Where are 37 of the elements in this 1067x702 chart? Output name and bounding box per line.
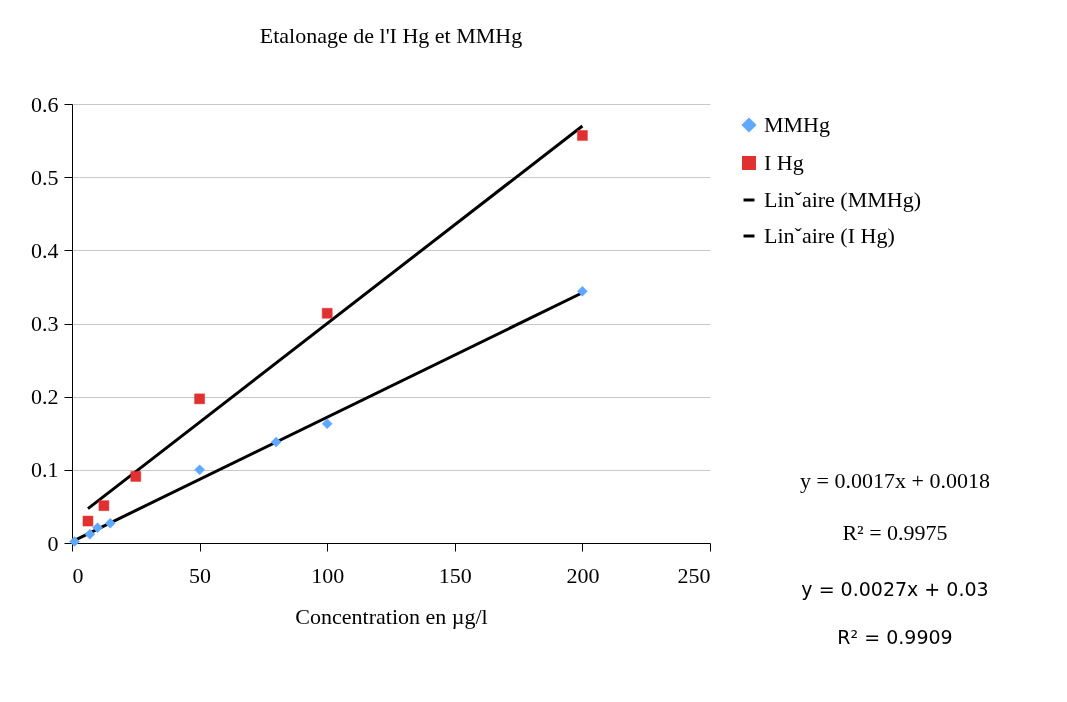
x-tick-label: 100 <box>311 562 345 588</box>
x-tick-label: 250 <box>677 562 711 588</box>
point <box>577 130 588 141</box>
legend-label: Linˇaire (MMHg) <box>764 187 922 212</box>
point <box>130 471 142 482</box>
y-tick-label: 0.6 <box>31 91 59 117</box>
x-tick-label: 150 <box>438 562 472 588</box>
point <box>577 286 588 297</box>
point <box>270 436 282 448</box>
text: R² = 0.9909 <box>837 626 953 648</box>
y-tick-label: 0 <box>47 530 59 556</box>
point <box>98 500 110 511</box>
point <box>321 418 333 429</box>
y-tick-label: 0.3 <box>31 311 59 336</box>
x-tick-label: 200 <box>566 562 600 588</box>
x-tick-label: 0 <box>72 562 84 588</box>
legend-label: MMHg <box>764 112 831 137</box>
point <box>194 393 205 405</box>
point <box>105 517 116 529</box>
x-tick-label: 50 <box>189 562 212 588</box>
point <box>82 515 94 527</box>
text: y = 0.0017x + 0.0018 <box>800 468 990 493</box>
y-tick-label: 0.4 <box>31 237 59 263</box>
point <box>321 308 333 319</box>
point <box>92 522 103 533</box>
text: R² = 0.9975 <box>842 520 948 545</box>
point <box>69 536 80 547</box>
point <box>194 464 205 476</box>
text: y = 0.0027x + 0.03 <box>801 578 989 600</box>
legend-label: Linˇaire (I Hg) <box>764 223 895 248</box>
chart-title: Etalonage de l'I Hg et MMHg <box>259 23 523 48</box>
point <box>84 528 96 540</box>
y-tick-label: 0.5 <box>31 164 59 190</box>
x-axis-title: Concentration en µg/l <box>295 603 488 629</box>
legend-label: I Hg <box>764 150 804 175</box>
y-tick-label: 0.1 <box>31 457 59 483</box>
y-tick-label: 0.2 <box>31 384 59 410</box>
